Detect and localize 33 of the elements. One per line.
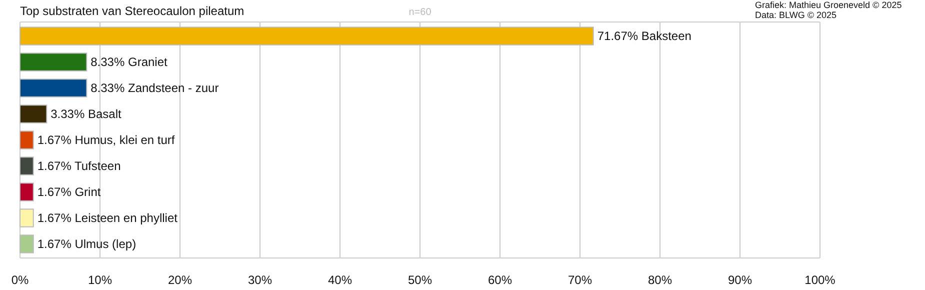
x-tick-label: 20%	[168, 273, 192, 287]
data-label: 8.33% Graniet	[90, 55, 168, 70]
x-tick-label: 70%	[568, 273, 592, 287]
bar	[20, 52, 88, 72]
bar	[20, 104, 48, 124]
bar	[20, 26, 594, 46]
data-label: 1.67% Humus, klei en turf	[37, 133, 176, 148]
bar	[20, 208, 34, 228]
data-label: 1.67% Tufsteen	[37, 159, 121, 174]
bar	[20, 234, 34, 254]
x-tick-label: 90%	[728, 273, 752, 287]
chart-title: Top substraten van Stereocaulon pileatum	[20, 4, 244, 18]
bar	[20, 130, 34, 150]
x-tick-label: 100%	[804, 273, 836, 287]
data-label: 8.33% Zandsteen - zuur	[90, 81, 219, 96]
x-tick-label: 30%	[248, 273, 272, 287]
x-tick-label: 40%	[328, 273, 352, 287]
data-label: 1.67% Grint	[37, 185, 102, 200]
x-tick-label: 60%	[488, 273, 512, 287]
data-label: 1.67% Leisteen en phylliet	[37, 211, 178, 226]
bar	[20, 78, 88, 98]
x-tick-label: 0%	[11, 273, 29, 287]
bar	[20, 156, 34, 176]
x-tick-label: 80%	[648, 273, 672, 287]
x-tick-label: 50%	[408, 273, 432, 287]
x-tick-label: 10%	[88, 273, 112, 287]
data-label: 71.67% Baksteen	[597, 29, 692, 44]
data-label: 1.67% Ulmus (lep)	[37, 237, 136, 252]
chart-subtitle: n=60	[408, 7, 432, 18]
data-label: 3.33% Basalt	[50, 107, 122, 122]
text: Data: BLWG © 2025	[755, 10, 837, 20]
bar	[20, 182, 34, 202]
text: Grafiek: Mathieu Groeneveld © 2025	[755, 0, 902, 10]
